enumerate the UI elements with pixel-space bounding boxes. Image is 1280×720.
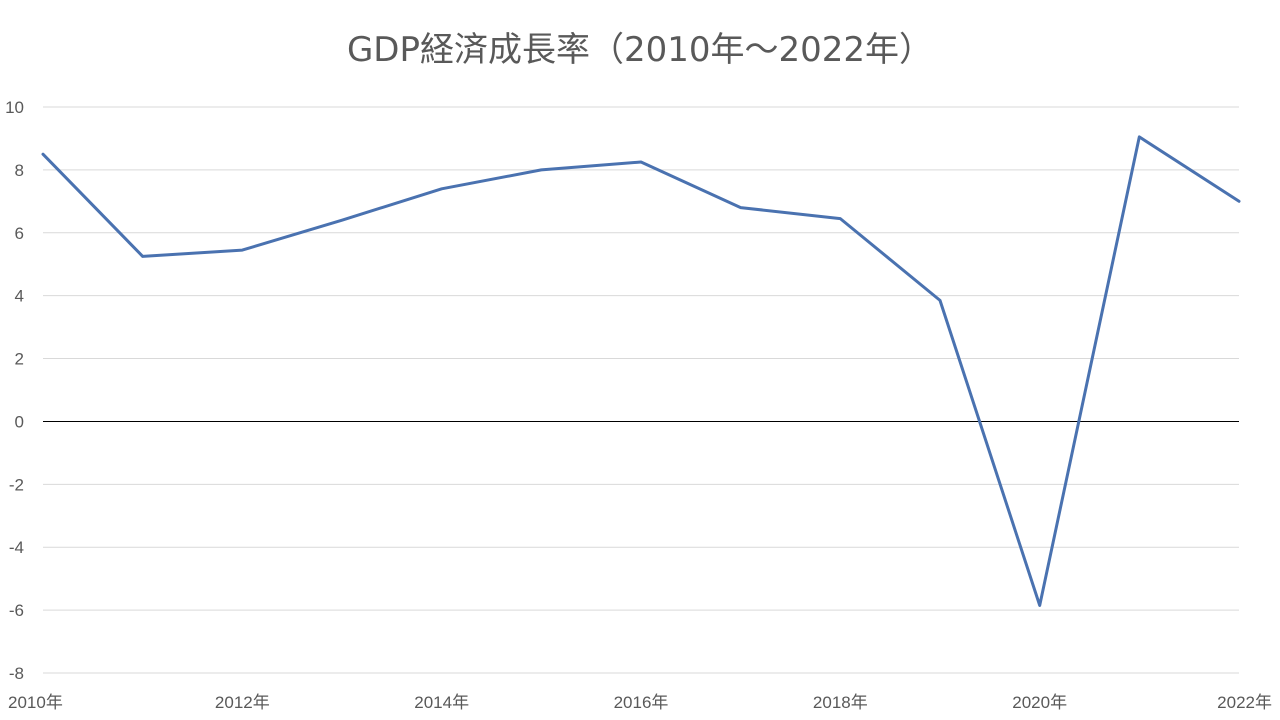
y-tick-label: 0: [15, 412, 24, 431]
y-tick-label: 8: [15, 161, 24, 180]
y-tick-label: -2: [9, 475, 24, 494]
x-axis-ticks: 2010年 2012年 2014年 2016年 2018年 2020年 2022年: [8, 693, 1272, 712]
x-tick-label: 2020年: [1012, 693, 1067, 712]
y-tick-label: -6: [9, 601, 24, 620]
y-tick-label: 4: [15, 287, 24, 306]
x-tick-label: 2014年: [414, 693, 469, 712]
y-tick-label: -4: [9, 538, 24, 557]
series-layer: [41, 135, 1241, 607]
series-line: [41, 135, 1241, 607]
y-tick-label: 10: [5, 98, 24, 117]
x-tick-label: 2022年: [1217, 693, 1272, 712]
chart-title: GDP経済成長率（2010年～2022年）: [346, 30, 934, 70]
x-tick-label: 2012年: [215, 693, 270, 712]
x-tick-label: 2018年: [813, 693, 868, 712]
y-axis-ticks: 10 8 6 4 2 0 -2 -4 -6 -8: [5, 98, 24, 683]
y-tick-label: -8: [9, 664, 24, 683]
gridlines: [43, 106, 1239, 674]
y-tick-label: 6: [15, 224, 24, 243]
x-tick-label: 2010年: [8, 693, 63, 712]
y-tick-label: 2: [15, 350, 24, 369]
x-tick-label: 2016年: [614, 693, 669, 712]
